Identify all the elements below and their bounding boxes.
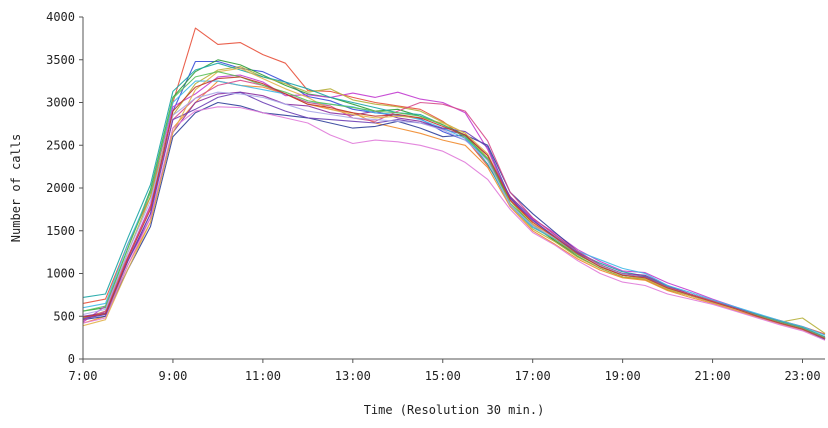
series-line-1: [82, 27, 826, 335]
series-line-3: [82, 59, 826, 340]
x-axis-label: Time (Resolution 30 min.): [364, 403, 545, 417]
x-axis-ticks: 7:00 9:00 11:00 13:00 15:00 17:00 19:00 21:00 23…: [69, 359, 821, 383]
y-axis-label: Number of calls: [9, 134, 23, 242]
y-tick-label: 2000: [46, 181, 75, 195]
y-tick-label: 0: [68, 352, 75, 366]
y-tick-label: 3000: [46, 96, 75, 110]
series-line-11: [82, 79, 826, 339]
x-tick-label: 11:00: [245, 369, 281, 383]
series-line-14: [82, 67, 826, 340]
series-line-17: [82, 76, 826, 340]
y-axis-ticks: 0 500 1000 1500 2000 2500 3000 3500 4000: [46, 10, 83, 366]
x-tick-label: 21:00: [695, 369, 731, 383]
x-tick-label: 13:00: [335, 369, 371, 383]
x-tick-label: 17:00: [515, 369, 551, 383]
series-lines: [82, 27, 826, 341]
x-tick-label: 7:00: [69, 369, 98, 383]
series-line-12: [82, 106, 826, 341]
x-tick-label: 9:00: [158, 369, 187, 383]
y-tick-label: 500: [53, 309, 75, 323]
y-tick-label: 1000: [46, 267, 75, 281]
x-tick-label: 23:00: [784, 369, 820, 383]
y-tick-label: 1500: [46, 224, 75, 238]
x-tick-label: 19:00: [605, 369, 641, 383]
x-tick-label: 15:00: [425, 369, 461, 383]
y-tick-label: 4000: [46, 10, 75, 24]
y-tick-label: 2500: [46, 138, 75, 152]
series-line-2: [82, 60, 826, 339]
y-tick-label: 3500: [46, 53, 75, 67]
series-line-5: [82, 66, 826, 334]
series-line-10: [82, 80, 826, 336]
